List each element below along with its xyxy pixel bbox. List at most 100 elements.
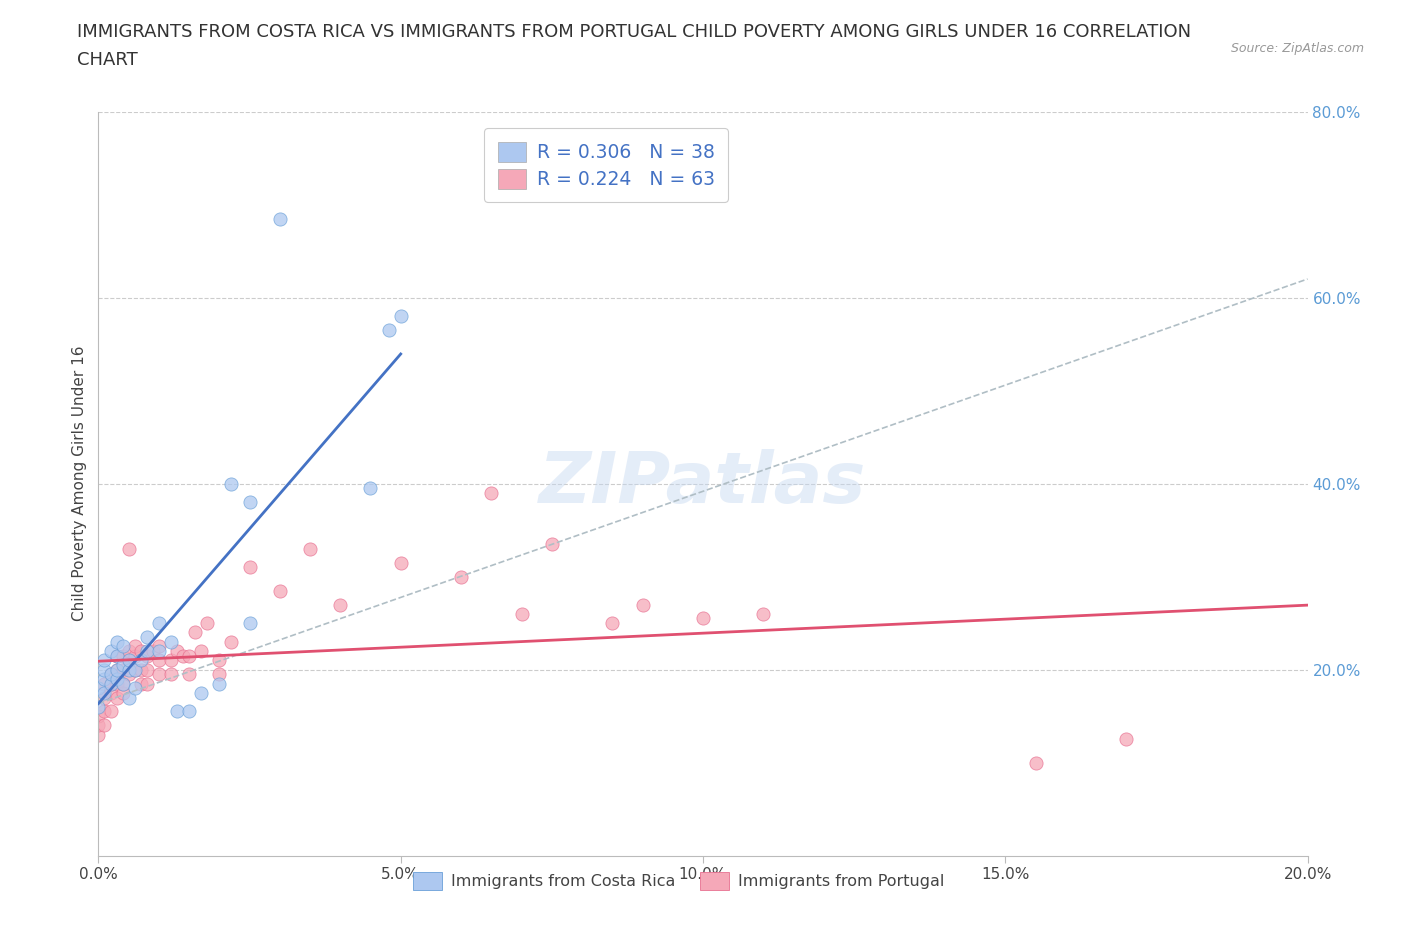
Point — [93, 704, 115, 719]
Point — [124, 639, 146, 654]
Point — [93, 718, 115, 733]
Point — [105, 648, 128, 663]
Point — [118, 667, 141, 682]
Point — [239, 616, 262, 631]
Point — [602, 616, 624, 631]
Point — [166, 704, 188, 719]
Point — [118, 653, 141, 668]
Text: ZIPatlas: ZIPatlas — [540, 449, 866, 518]
Point — [87, 709, 110, 724]
Point — [179, 648, 201, 663]
Point — [299, 541, 322, 556]
Point — [239, 560, 262, 575]
Point — [124, 648, 146, 663]
Point — [377, 323, 399, 338]
Point — [100, 667, 122, 682]
Point — [148, 667, 170, 682]
Point — [481, 485, 503, 500]
Point — [360, 481, 382, 496]
Point — [105, 634, 128, 649]
Point — [208, 676, 231, 691]
Point — [135, 662, 157, 677]
Point — [105, 662, 128, 677]
Point — [105, 676, 128, 691]
Point — [269, 583, 291, 598]
Point — [124, 662, 146, 677]
Point — [87, 718, 110, 733]
Point — [510, 606, 533, 621]
Point — [135, 630, 157, 644]
Point — [100, 676, 122, 691]
Point — [118, 541, 141, 556]
Text: Source: ZipAtlas.com: Source: ZipAtlas.com — [1230, 42, 1364, 55]
Point — [135, 648, 157, 663]
Point — [111, 685, 134, 700]
Point — [118, 662, 141, 677]
Point — [179, 704, 201, 719]
Point — [148, 639, 170, 654]
Point — [195, 616, 218, 631]
Point — [100, 676, 122, 691]
Point — [93, 662, 115, 677]
Point — [179, 667, 201, 682]
Point — [221, 476, 243, 491]
Point — [160, 653, 183, 668]
Point — [1024, 755, 1046, 770]
Legend: Immigrants from Costa Rica, Immigrants from Portugal: Immigrants from Costa Rica, Immigrants f… — [406, 866, 950, 896]
Point — [118, 690, 141, 705]
Point — [692, 611, 714, 626]
Point — [105, 648, 128, 663]
Point — [105, 671, 128, 686]
Point — [389, 555, 412, 570]
Point — [111, 676, 134, 691]
Point — [87, 681, 110, 696]
Point — [148, 616, 170, 631]
Point — [100, 704, 122, 719]
Point — [208, 653, 231, 668]
Point — [269, 211, 291, 226]
Point — [166, 644, 188, 658]
Point — [100, 644, 122, 658]
Point — [111, 639, 134, 654]
Point — [129, 676, 152, 691]
Point — [160, 634, 183, 649]
Text: CHART: CHART — [77, 51, 138, 69]
Point — [111, 658, 134, 672]
Point — [87, 727, 110, 742]
Point — [105, 690, 128, 705]
Point — [118, 653, 141, 668]
Point — [160, 667, 183, 682]
Point — [450, 569, 472, 584]
Point — [190, 685, 212, 700]
Point — [129, 662, 152, 677]
Point — [631, 597, 654, 612]
Point — [135, 644, 157, 658]
Point — [93, 690, 115, 705]
Point — [124, 662, 146, 677]
Point — [142, 644, 165, 658]
Point — [129, 644, 152, 658]
Point — [124, 681, 146, 696]
Point — [87, 699, 110, 714]
Point — [111, 662, 134, 677]
Point — [221, 634, 243, 649]
Point — [100, 685, 122, 700]
Point — [111, 648, 134, 663]
Point — [190, 644, 212, 658]
Point — [389, 309, 412, 324]
Point — [172, 648, 194, 663]
Point — [135, 676, 157, 691]
Text: IMMIGRANTS FROM COSTA RICA VS IMMIGRANTS FROM PORTUGAL CHILD POVERTY AMONG GIRLS: IMMIGRANTS FROM COSTA RICA VS IMMIGRANTS… — [77, 23, 1191, 41]
Point — [118, 644, 141, 658]
Point — [93, 653, 115, 668]
Point — [1115, 732, 1137, 747]
Point — [129, 653, 152, 668]
Point — [93, 676, 115, 691]
Point — [239, 495, 262, 510]
Y-axis label: Child Poverty Among Girls Under 16: Child Poverty Among Girls Under 16 — [72, 346, 87, 621]
Point — [148, 653, 170, 668]
Point — [111, 676, 134, 691]
Point — [329, 597, 352, 612]
Point — [540, 537, 562, 551]
Point — [208, 667, 231, 682]
